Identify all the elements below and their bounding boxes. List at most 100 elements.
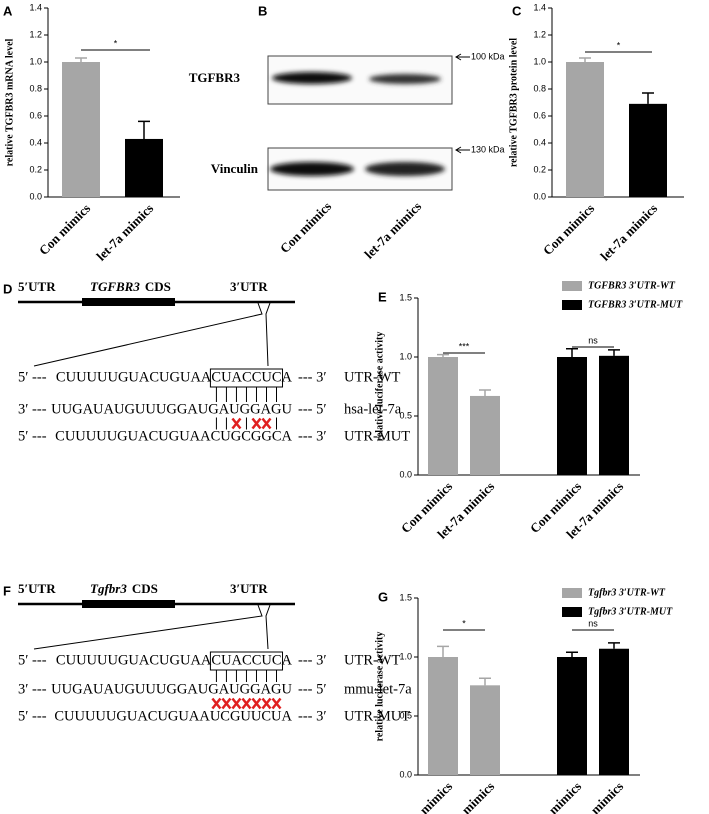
seq-name: hsa-let-7a <box>344 401 402 417</box>
protein-label: Vinculin <box>211 161 259 176</box>
panel-label: A <box>3 3 13 18</box>
x-tick-label: Con mimics <box>398 779 455 814</box>
protein-label: TGFBR3 <box>189 70 241 85</box>
y-tick-label: 1.5 <box>399 292 412 302</box>
y-axis-label: relative TGFBR3 mRNA level <box>4 38 15 166</box>
bar <box>599 648 629 775</box>
mismatch-mark <box>261 697 272 710</box>
mismatch-mark <box>271 697 282 710</box>
panel-label: E <box>378 289 387 304</box>
mismatch-mark <box>261 417 272 430</box>
y-tick-label: 0.0 <box>29 191 42 201</box>
bar <box>566 62 604 197</box>
y-tick-label: 1.4 <box>533 2 546 12</box>
error-bar <box>138 120 150 139</box>
y-tick-label: 0.8 <box>533 83 546 93</box>
seq-name: mmu-let-7a <box>344 681 412 697</box>
seq-end: --- 3′ <box>298 369 327 385</box>
band <box>272 72 352 84</box>
mismatch-mark <box>221 697 232 710</box>
error-bar <box>75 57 87 62</box>
legend-swatch <box>562 281 582 291</box>
utr5-label: 5′UTR <box>18 279 56 294</box>
bar <box>557 357 587 475</box>
y-tick-label: 0.6 <box>533 110 546 120</box>
legend-label: Tgfbr3 3′UTR-MUT <box>588 606 673 617</box>
y-axis-label: relative TGFBR3 protein level <box>508 38 519 167</box>
seq-name: UTR-MUT <box>344 708 410 724</box>
sequence: UUGAUAUGUUUGGAUGAUGGAGU <box>51 681 292 697</box>
legend-swatch <box>562 300 582 310</box>
mismatch-mark <box>231 697 242 710</box>
significance-label: * <box>462 618 466 628</box>
error-bar <box>608 642 620 649</box>
bar <box>125 138 163 197</box>
error-bar <box>608 349 620 356</box>
bar <box>599 355 629 475</box>
y-axis-label: relative luciferase activity <box>374 332 385 442</box>
panel-label: D <box>3 281 12 296</box>
cds-label: CDS <box>145 279 171 294</box>
lane-label: Con mimics <box>277 199 334 256</box>
seq-end: 5′ --- <box>18 369 47 385</box>
significance-label: *** <box>459 341 470 351</box>
y-tick-label: 0.5 <box>399 410 412 420</box>
seq-end: --- 3′ <box>298 708 327 724</box>
panel-label: F <box>3 583 11 598</box>
seq-end: --- 5′ <box>298 681 327 697</box>
sequence: UUGAUAUGUUUGGAUGAUGGAGU <box>51 401 292 417</box>
panel-label: C <box>512 3 522 18</box>
x-tick-label: Con mimics <box>527 779 584 814</box>
y-axis-label: relative luciferase activity <box>374 632 385 742</box>
mismatch-mark <box>241 697 252 710</box>
y-tick-label: 1.0 <box>399 651 412 661</box>
significance-label: * <box>114 38 118 48</box>
y-tick-label: 0.6 <box>29 110 42 120</box>
marker-label: 100 kDa <box>471 51 505 61</box>
legend-label: TGFBR3 3′UTR-WT <box>588 280 676 291</box>
mismatch-mark <box>251 417 262 430</box>
cds-block <box>82 298 175 306</box>
error-bar <box>479 677 491 686</box>
error-bar <box>642 92 654 104</box>
error-bar <box>566 651 578 657</box>
y-tick-label: 0.4 <box>29 137 42 147</box>
x-tick-label: Con mimics <box>36 201 93 258</box>
y-tick-label: 1.2 <box>533 29 546 39</box>
significance-label: ns <box>588 335 598 345</box>
marker-label: 130 kDa <box>471 144 505 154</box>
sequence: CUACCUC <box>211 652 281 668</box>
bar <box>557 657 587 775</box>
y-tick-label: 0.0 <box>399 469 412 479</box>
zoom-lines <box>33 302 271 367</box>
cds-label: CDS <box>132 581 158 596</box>
y-tick-label: 0.0 <box>399 769 412 779</box>
bar <box>470 685 500 775</box>
sequence: CUUUUUGUACUGUAAUCGUUCUA <box>54 708 292 724</box>
seq-end: 5′ --- <box>18 428 47 444</box>
utr3-label: 3′UTR <box>230 581 268 596</box>
error-bar <box>437 353 449 357</box>
legend-swatch <box>562 607 582 617</box>
y-tick-label: 0.5 <box>399 710 412 720</box>
seq-end: 5′ --- <box>18 652 47 668</box>
bar <box>470 395 500 475</box>
y-tick-label: 0.2 <box>533 164 546 174</box>
error-bar <box>566 347 578 357</box>
seq-name: UTR-WT <box>344 369 401 385</box>
y-tick-label: 1.0 <box>29 56 42 66</box>
gene-name: Tgfbr3 <box>90 581 127 596</box>
band <box>369 74 441 84</box>
y-tick-label: 0.2 <box>29 164 42 174</box>
mismatch-mark <box>251 697 262 710</box>
sequence: CUACCUC <box>211 369 281 385</box>
error-bar <box>579 57 591 62</box>
bar <box>629 103 667 197</box>
sequence: A <box>282 652 293 668</box>
band <box>270 162 354 176</box>
sequence: A <box>282 369 293 385</box>
sequence: CUUUUUGUACUGUAACUGCGGCA <box>55 428 292 444</box>
zoom-lines <box>33 604 271 650</box>
seq-name: UTR-WT <box>344 652 401 668</box>
